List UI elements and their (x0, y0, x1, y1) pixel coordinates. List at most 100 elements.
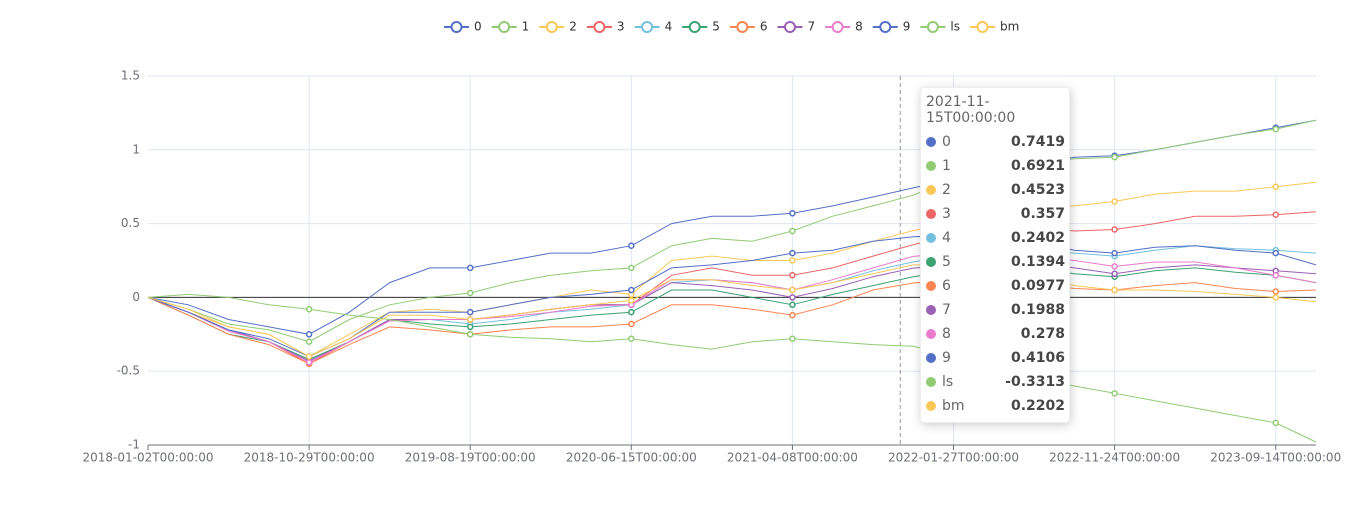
point (789, 335, 796, 342)
point (1272, 294, 1279, 301)
series-line (147, 234, 1317, 357)
legend-icon (783, 21, 796, 33)
tooltip-row: 3 0.357 (926, 202, 1065, 226)
tooltip-row: 7 0.1988 (926, 298, 1065, 322)
point (628, 297, 635, 304)
legend-label[interactable]: 9 (903, 20, 911, 34)
point (1272, 272, 1279, 279)
tooltip-dot (926, 185, 936, 195)
legend-icon (545, 21, 558, 33)
tooltip-value: 0.278 (1020, 326, 1065, 342)
tooltip-dot (926, 209, 936, 219)
tooltip-value: 0.7419 (1010, 134, 1065, 150)
x-tick-label: 2023-09-14T00:00:00 (1210, 451, 1341, 465)
x-tick-label: 2021-04-08T00:00:00 (727, 451, 858, 465)
point (1272, 288, 1279, 295)
legend-icon (926, 21, 939, 33)
tooltip-value: -0.3313 (1005, 374, 1065, 390)
point (789, 294, 796, 301)
x-tick-label: 2022-01-27T00:00:00 (888, 451, 1019, 465)
point (305, 305, 313, 313)
tooltip-name: 5 (942, 254, 951, 270)
point (1111, 390, 1118, 397)
legend-label[interactable]: 6 (760, 20, 768, 34)
legend-label[interactable]: 5 (712, 20, 720, 34)
point (628, 320, 635, 328)
point (1272, 125, 1279, 133)
legend-label[interactable]: ls (950, 20, 960, 34)
tooltip-row: 1 0.6921 (926, 154, 1065, 178)
tooltip-name: 4 (942, 230, 951, 246)
point (305, 353, 313, 360)
tooltip-value: 0.1394 (1010, 254, 1065, 270)
tooltip: 2021-11-15T00:00:00 0 0.7419 1 0.6921 2 0.4523… (920, 87, 1070, 423)
tooltip-value: 0.2402 (1010, 230, 1065, 246)
point (466, 331, 474, 338)
y-tick-label: 0.5 (121, 216, 140, 230)
legend-icon (450, 21, 463, 33)
series-line (147, 119, 1317, 343)
tooltip-row: 5 0.1394 (926, 250, 1065, 274)
tooltip-name: bm (942, 398, 965, 414)
tooltip-row: 0 0.7419 (926, 130, 1065, 154)
point (789, 311, 796, 319)
point (789, 301, 796, 309)
legend-label[interactable]: 7 (807, 20, 815, 34)
point (1111, 286, 1118, 294)
point (1111, 249, 1118, 257)
point (466, 264, 474, 272)
point (305, 331, 313, 338)
tooltip-row: 2 0.4523 (926, 178, 1065, 202)
legend-icon (879, 21, 892, 33)
legend-label[interactable]: 0 (474, 20, 482, 34)
tooltip-dot (926, 137, 936, 147)
x-tick-label: 2019-08-19T00:00:00 (405, 451, 536, 465)
legend-icon (641, 21, 654, 33)
point (1272, 183, 1279, 190)
tooltip-row: 9 0.4106 (926, 346, 1065, 370)
series-line (147, 293, 1317, 443)
tooltip-name: 0 (942, 134, 951, 150)
point (628, 264, 635, 272)
tooltip-name: 7 (942, 302, 951, 318)
tooltip-value: 0.1988 (1010, 302, 1065, 318)
tooltip-dot (926, 377, 936, 387)
point (1111, 153, 1118, 161)
legend-icon (976, 21, 989, 33)
legend-label[interactable]: 4 (665, 20, 673, 34)
series-line (147, 252, 1317, 363)
point (789, 257, 796, 264)
tooltip-name: ls (942, 374, 954, 390)
legend-label[interactable]: 2 (569, 20, 577, 34)
point (789, 210, 796, 217)
tooltip-value: 0.0977 (1010, 278, 1065, 294)
legend-icon (688, 21, 701, 33)
point (305, 338, 313, 345)
legend-icon (736, 21, 749, 33)
legend-label[interactable]: 1 (522, 20, 530, 34)
tooltip-value: 0.2202 (1010, 398, 1065, 414)
point (466, 316, 474, 323)
tooltip-value: 0.4523 (1010, 182, 1065, 198)
tooltip-name: 2 (942, 182, 951, 198)
tooltip-dot (926, 161, 936, 171)
legend-icon (498, 21, 511, 33)
tooltip-value: 0.357 (1020, 206, 1065, 222)
legend-label[interactable]: bm (1000, 20, 1019, 34)
tooltip-name: 3 (942, 206, 951, 222)
point (789, 286, 796, 294)
point (1272, 211, 1279, 218)
legend-label[interactable]: 3 (617, 20, 625, 34)
y-tick-label: 1 (132, 142, 140, 156)
legend-icon (593, 21, 606, 33)
point (789, 272, 796, 279)
tooltip-dot (926, 305, 936, 315)
y-tick-label: 0 (132, 290, 140, 304)
legend-label[interactable]: 8 (855, 20, 863, 34)
point (789, 227, 796, 235)
tooltip-dot (926, 233, 936, 243)
x-tick-label: 2018-01-02T00:00:00 (83, 451, 214, 465)
tooltip-title: 2021-11-15T00:00:00 (926, 94, 1016, 126)
tooltip-dot (926, 257, 936, 267)
